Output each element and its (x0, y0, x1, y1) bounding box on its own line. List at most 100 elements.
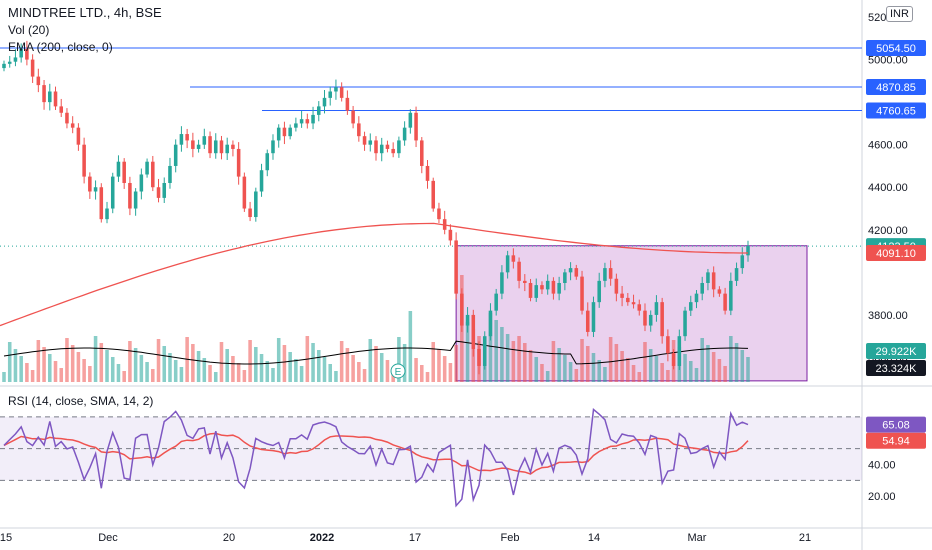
price-tick-label: 4200.00 (868, 225, 908, 237)
candle-body (36, 76, 41, 86)
candle-body (500, 272, 504, 294)
volume-bar (254, 347, 258, 382)
candle-body (545, 280, 550, 290)
volume-bar (740, 350, 745, 382)
candle-body (248, 208, 252, 218)
candle-body (460, 293, 464, 326)
candle-body (13, 57, 18, 62)
candle-body (734, 268, 739, 281)
volume-bar (637, 372, 642, 382)
volume-bar (242, 370, 247, 382)
candle-body (2, 63, 6, 69)
volume-bar (465, 322, 470, 382)
volume-bar (683, 354, 687, 382)
candle-body (482, 336, 487, 366)
volume-bar (271, 368, 275, 382)
candle-body (717, 289, 722, 294)
price-tag-bg (866, 244, 926, 261)
candle-body (671, 353, 676, 366)
earnings-marker: E (390, 363, 406, 379)
volume-bar (494, 320, 498, 382)
candle-body (110, 176, 115, 209)
volume-bar (59, 368, 64, 382)
candle-body (563, 272, 567, 283)
volume-bar (603, 367, 607, 382)
volume-bar (700, 338, 704, 382)
candle-body (59, 106, 64, 113)
volume-bar (93, 336, 98, 382)
volume-bar (282, 345, 287, 382)
rsi-legend[interactable]: RSI (14, close, SMA, 14, 2) (8, 394, 154, 408)
volume-bar (13, 349, 18, 382)
candle-body (168, 165, 172, 183)
candle-body (82, 144, 86, 177)
candle-body (654, 302, 659, 315)
candle-body (465, 314, 470, 326)
candle-body (202, 136, 207, 145)
price-tick-label: 4400.00 (868, 182, 908, 194)
volume-bar (196, 351, 201, 382)
volume-bar (19, 356, 23, 382)
volume-bar (213, 372, 218, 382)
time-tick-label: 14 (588, 532, 600, 544)
candle-body (162, 182, 167, 198)
candle-body (208, 136, 212, 154)
candle-body (179, 134, 184, 145)
volume-bar (654, 356, 659, 382)
volume-bar (734, 343, 739, 382)
candle-body (25, 48, 29, 60)
ema-legend[interactable]: EMA (200, close, 0) (8, 40, 113, 54)
volume-bar (259, 354, 264, 382)
time-tick-label: 20 (223, 532, 235, 544)
price-tag-bg (866, 102, 926, 119)
price-tag: 4091.10 (876, 248, 916, 260)
candle-body (706, 272, 710, 283)
volume-bar (374, 346, 378, 382)
volume-legend[interactable]: Vol (20) (8, 23, 50, 37)
price-tick-label: 4600.00 (868, 140, 908, 152)
volume-bar (116, 364, 121, 382)
volume-bar (7, 342, 12, 382)
candle-body (603, 268, 607, 281)
candle-body (93, 187, 98, 192)
candle-body (351, 110, 355, 124)
volume-bar (231, 356, 235, 382)
volume-bar (534, 357, 539, 382)
volume-bar (402, 344, 407, 382)
volume-bar (191, 344, 195, 382)
candle-body (156, 187, 161, 198)
symbol-title[interactable]: MINDTREE LTD., 4h, BSE (8, 5, 162, 20)
candle-body (271, 140, 275, 154)
candle-body (185, 134, 189, 141)
candle-body (236, 148, 241, 177)
volume-bar (608, 337, 613, 382)
currency-button[interactable]: INR (886, 6, 913, 22)
candle-body (99, 187, 104, 220)
volume-bar (168, 353, 172, 382)
volume-bar (717, 359, 722, 382)
volume-bar (414, 358, 418, 382)
candle-body (133, 191, 138, 209)
candle-body (408, 112, 413, 128)
volume-bar (631, 365, 636, 382)
candle-body (276, 127, 281, 141)
candle-body (643, 310, 647, 326)
time-tick-label: Feb (501, 532, 520, 544)
candle-body (488, 310, 493, 337)
candle-body (299, 119, 304, 124)
time-tick-label: Mar (688, 532, 707, 544)
volume-bar (345, 348, 350, 382)
volume-bar (706, 345, 710, 382)
candle-body (368, 140, 373, 145)
volume-bar (265, 361, 270, 382)
volume-bar (294, 359, 298, 382)
candle-body (151, 161, 155, 188)
candle-body (213, 140, 218, 154)
candle-body (660, 302, 664, 337)
volume-bar (139, 355, 144, 382)
volume-bar (591, 353, 596, 382)
candle-body (637, 304, 642, 311)
volume-bar (351, 355, 355, 382)
